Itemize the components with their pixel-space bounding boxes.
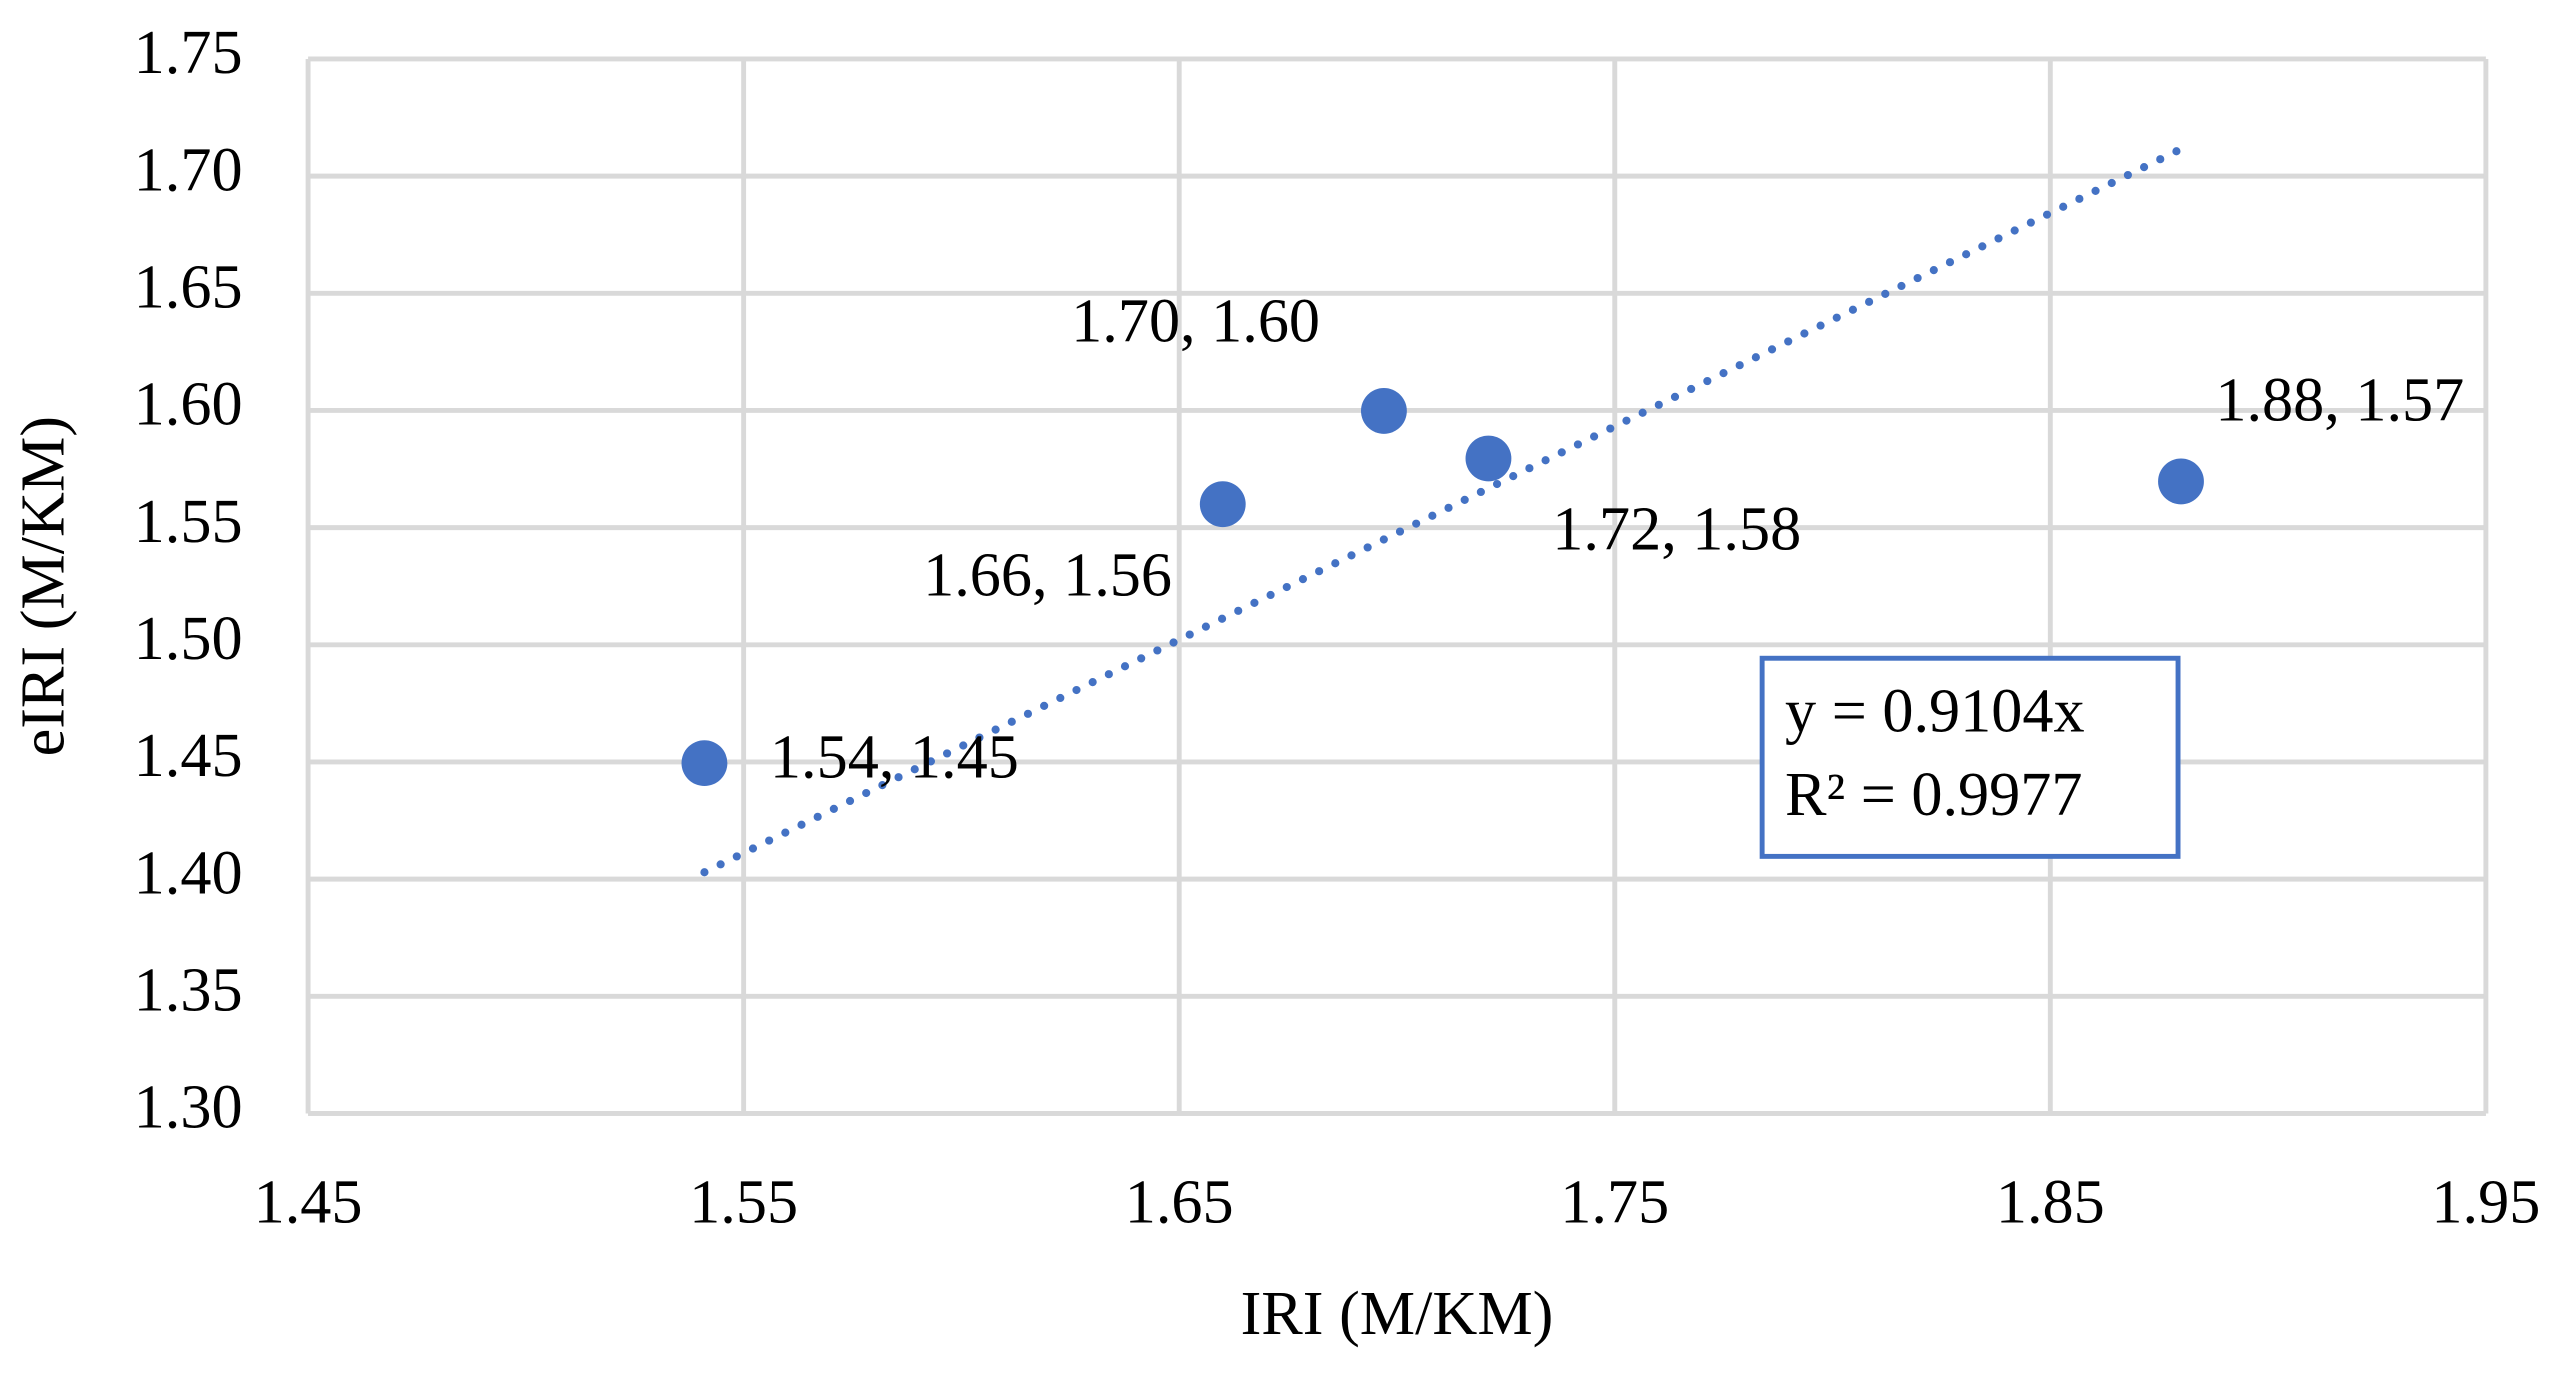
x-tick-label: 1.95 (2431, 1169, 2540, 1237)
equation-box (1759, 655, 2181, 859)
x-tick-label: 1.75 (1560, 1169, 1669, 1237)
point (681, 740, 728, 787)
x-tick-label: 1.55 (689, 1169, 798, 1237)
x-axis-title: IRI (M/KM) (1241, 1280, 1554, 1348)
trend-equation: y = 0.9104x (1785, 677, 2085, 745)
data-label: 1.88, 1.57 (2215, 366, 2464, 434)
point (2158, 458, 2204, 505)
y-tick-label: 1.30 (134, 1074, 243, 1142)
y-tick-label: 1.50 (134, 605, 243, 673)
data-label: 1.66, 1.56 (923, 541, 1172, 609)
trendline (700, 144, 2186, 877)
y-tick-label: 1.45 (134, 722, 243, 790)
y-tick-label: 1.60 (134, 371, 243, 439)
x-tick-label: 1.45 (254, 1169, 363, 1237)
data-label: 1.72, 1.58 (1552, 496, 1801, 564)
y-tick-label: 1.35 (134, 957, 243, 1025)
data-label: 1.70, 1.60 (1071, 288, 1320, 356)
y-tick-label: 1.55 (134, 488, 243, 556)
x-tick-label: 1.85 (1996, 1169, 2105, 1237)
point (1360, 387, 1407, 434)
trend-r-squared: R² = 0.9977 (1785, 761, 2082, 829)
y-axis-title: eIRI (M/KM) (10, 416, 78, 756)
point (1465, 435, 1512, 482)
y-tick-label: 1.65 (134, 254, 243, 322)
data-label: 1.54, 1.45 (770, 723, 1019, 791)
x-tick-label: 1.65 (1125, 1169, 1234, 1237)
y-tick-label: 1.70 (134, 136, 243, 204)
y-tick-label: 1.75 (134, 19, 243, 87)
point (1199, 481, 1246, 528)
y-tick-label: 1.40 (134, 839, 243, 907)
